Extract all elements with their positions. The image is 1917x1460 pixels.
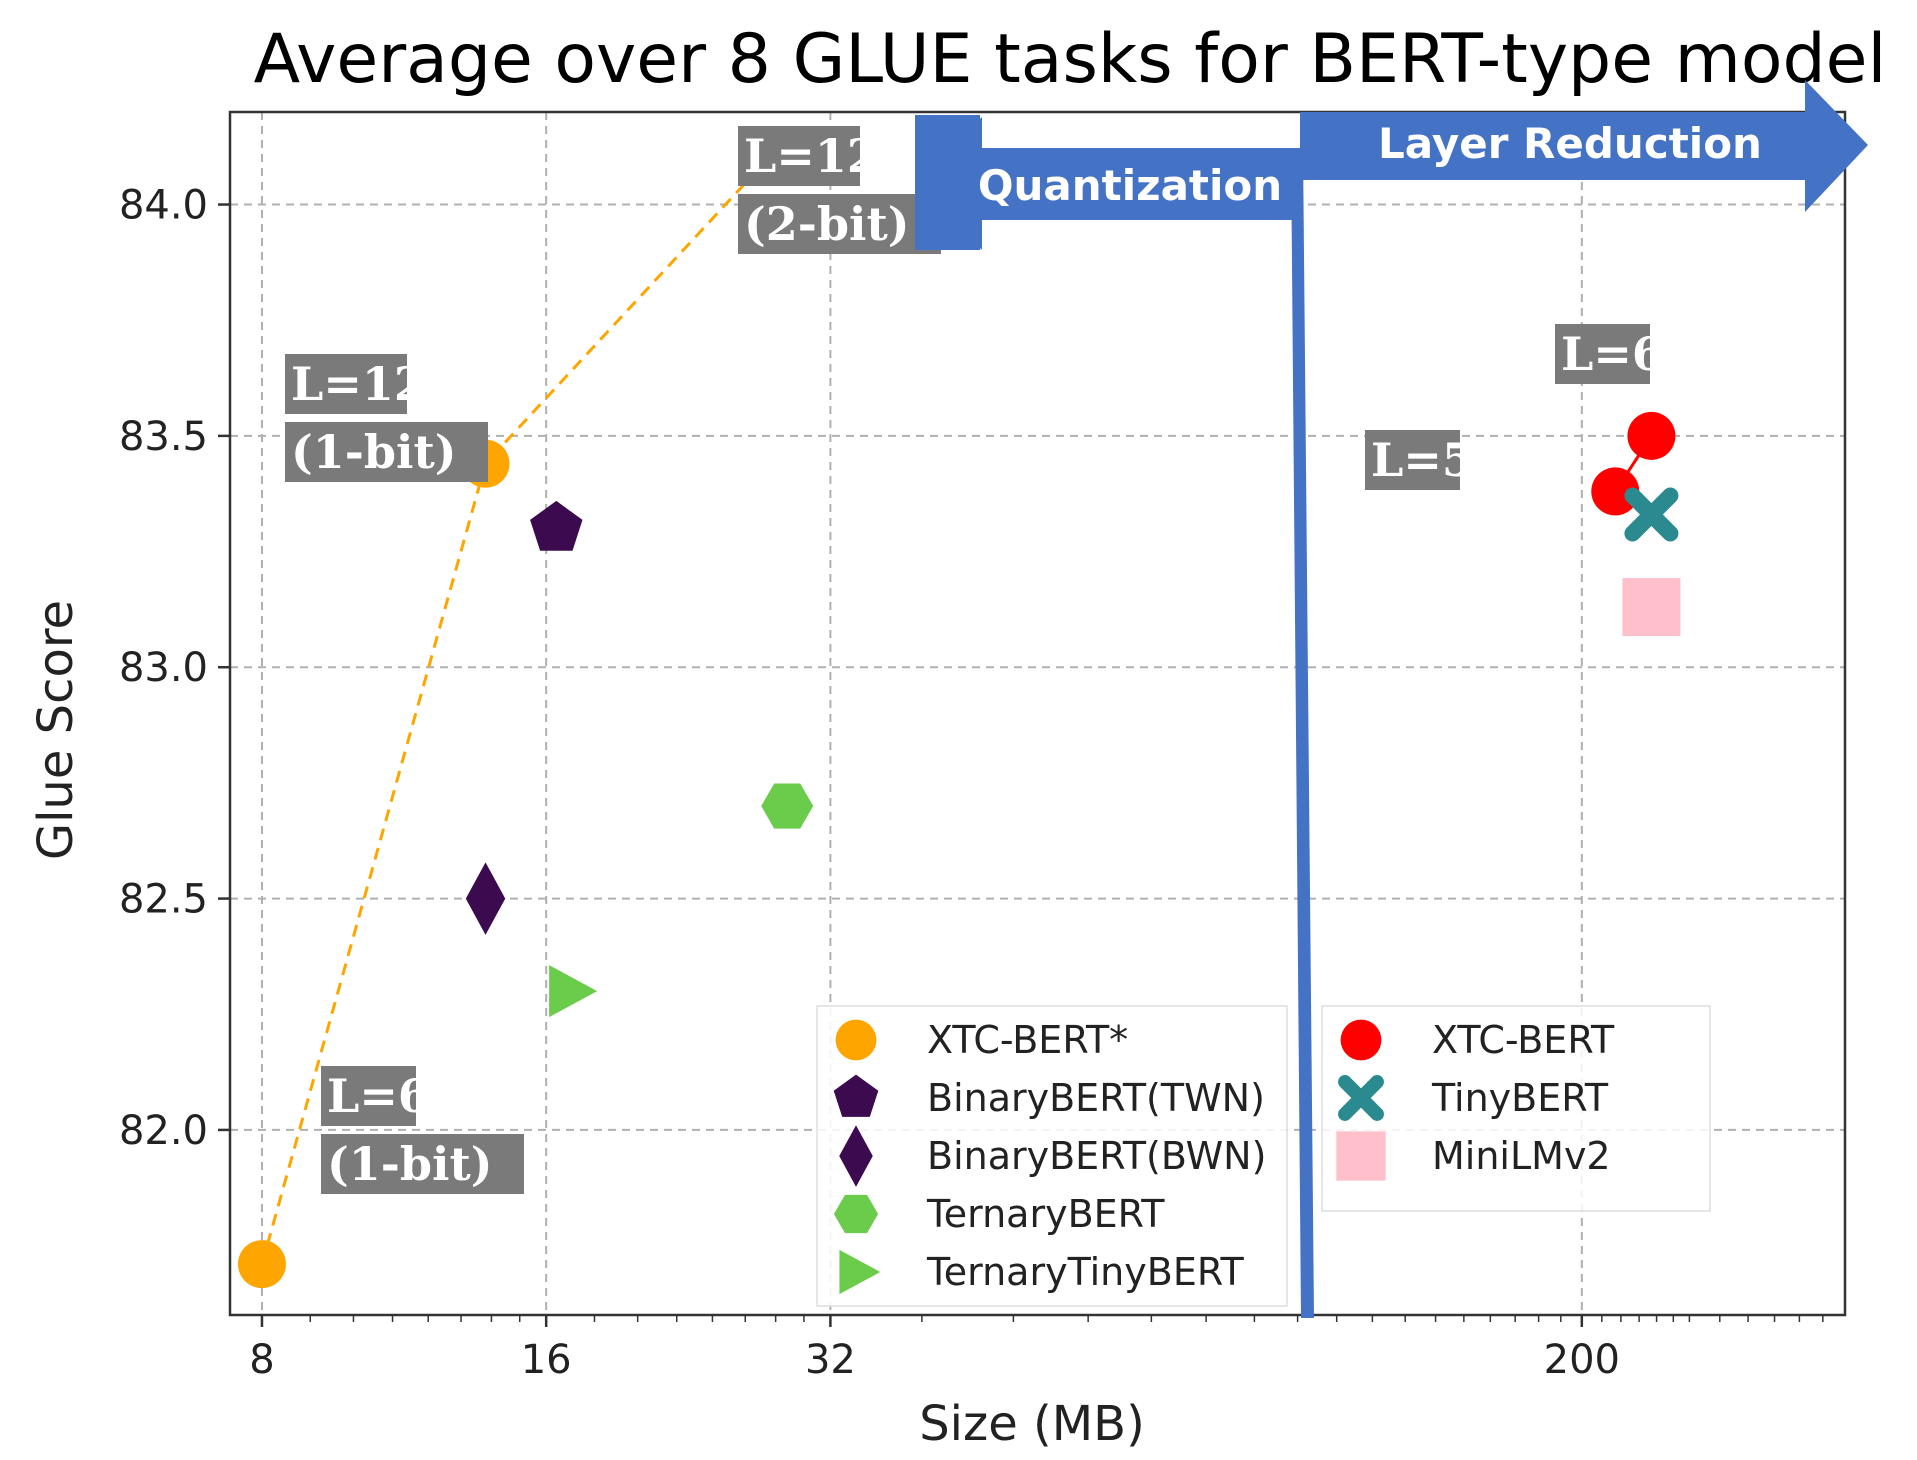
legend-entry: XTC-BERT xyxy=(1340,1018,1615,1062)
annotation-box xyxy=(285,354,407,414)
annotation-box xyxy=(1555,324,1650,384)
annotation-text: (2-bit) xyxy=(744,197,910,251)
data-point xyxy=(549,965,598,1018)
legend-marker xyxy=(839,1249,881,1295)
data-point xyxy=(530,500,583,551)
legend-marker xyxy=(839,1125,873,1187)
y-tick-label: 82.5 xyxy=(119,877,208,923)
legend-entry: TernaryTinyBERT xyxy=(839,1249,1244,1295)
layer-reduction-arrow xyxy=(1300,80,1868,212)
legend-marker xyxy=(1338,1075,1384,1121)
legend-entry: BinaryBERT(TWN) xyxy=(833,1074,1265,1120)
legend-marker xyxy=(833,1074,879,1117)
legend-label: BinaryBERT(BWN) xyxy=(927,1134,1266,1178)
legend: XTC-BERT TinyBERT MiniLMv2 xyxy=(1321,1005,1711,1212)
legend-frame xyxy=(1321,1005,1711,1212)
divider-line xyxy=(1291,148,1314,1318)
legend-entry: TernaryBERT xyxy=(833,1192,1165,1236)
data-point xyxy=(761,783,814,829)
annotation-text: L=6 xyxy=(327,1069,430,1123)
legends: XTC-BERT* BinaryBERT(TWN) BinaryBERT(BWN) T… xyxy=(816,1005,1711,1307)
annotation-text: L=6 xyxy=(1561,327,1664,381)
annotation-label: L=6 xyxy=(1555,324,1664,384)
data-point xyxy=(1624,487,1679,542)
legend-marker xyxy=(833,1194,879,1234)
x-tick-label: 8 xyxy=(249,1337,274,1383)
quantization-arrow xyxy=(915,115,1298,250)
y-tick-label: 82.0 xyxy=(119,1108,208,1154)
annotation-box xyxy=(738,126,860,186)
x-tick-label: 32 xyxy=(805,1337,856,1383)
y-axis-label: Glue Score xyxy=(28,600,84,860)
y-tick-label: 84.0 xyxy=(119,183,208,229)
legend-label: XTC-BERT xyxy=(1432,1018,1615,1062)
annotation-label: L=12 (1-bit) xyxy=(285,354,488,482)
annotation-label: L=12 (2-bit) xyxy=(738,126,941,254)
quantization-label: Quantization xyxy=(978,161,1282,210)
data-point xyxy=(1622,578,1681,637)
legend-label: TernaryBERT xyxy=(926,1192,1165,1236)
annotation-text: (1-bit) xyxy=(291,425,457,479)
annotation-label: L=6 (1-bit) xyxy=(321,1066,524,1194)
annotation-text: L=5 xyxy=(1371,433,1474,487)
annotation-box xyxy=(321,1134,524,1194)
legend-entry: XTC-BERT* xyxy=(835,1018,1128,1062)
annotation-text: (1-bit) xyxy=(327,1137,493,1191)
x-tick-label: 200 xyxy=(1544,1337,1620,1383)
legend-label: BinaryBERT(TWN) xyxy=(927,1076,1265,1120)
data-point xyxy=(1627,411,1676,460)
legend-entry: BinaryBERT(BWN) xyxy=(839,1125,1266,1187)
annotation-box xyxy=(285,422,488,482)
legend-marker xyxy=(1336,1131,1386,1181)
legend-label: XTC-BERT* xyxy=(927,1018,1128,1062)
annotation-box xyxy=(321,1066,416,1126)
legend-label: TinyBERT xyxy=(1431,1076,1609,1120)
annotation-text: L=12 xyxy=(744,129,879,183)
legend-entry: TinyBERT xyxy=(1338,1075,1609,1121)
legend-frame xyxy=(816,1005,1288,1307)
data-point xyxy=(1591,467,1640,516)
annotation-box xyxy=(1365,430,1460,490)
y-tick-label: 83.0 xyxy=(119,645,208,691)
data-point xyxy=(237,1240,286,1289)
layer-reduction-label: Layer Reduction xyxy=(1378,119,1762,168)
x-axis-label: Size (MB) xyxy=(919,1396,1145,1452)
annotation-box xyxy=(738,194,941,254)
axis-ticks: 8 16 32 200 82.0 82.5 83.0 83.5 84.0 xyxy=(119,183,1824,1383)
legend-label: TernaryTinyBERT xyxy=(926,1250,1244,1294)
annotation-text: L=12 xyxy=(291,357,426,411)
annotation-label: L=5 xyxy=(1365,430,1474,490)
quantization-arrowhead xyxy=(915,117,982,250)
x-tick-label: 16 xyxy=(521,1337,572,1383)
direction-arrows: Quantization Layer Reduction xyxy=(915,80,1868,1318)
legend-label: MiniLMv2 xyxy=(1432,1134,1611,1178)
legend: XTC-BERT* BinaryBERT(TWN) BinaryBERT(BWN) T… xyxy=(816,1005,1288,1307)
chart-title: Average over 8 GLUE tasks for BERT-type … xyxy=(254,20,1887,99)
legend-entry: MiniLMv2 xyxy=(1336,1131,1611,1181)
legend-marker xyxy=(1340,1019,1382,1061)
legend-marker xyxy=(835,1019,877,1061)
y-tick-label: 83.5 xyxy=(119,414,208,460)
data-point xyxy=(465,862,506,935)
plot-frame xyxy=(228,110,1847,1317)
annotations: L=12 (2-bit) L=12 (1-bit) L=6 (1-bit) L=6 L=5 xyxy=(285,126,1664,1194)
